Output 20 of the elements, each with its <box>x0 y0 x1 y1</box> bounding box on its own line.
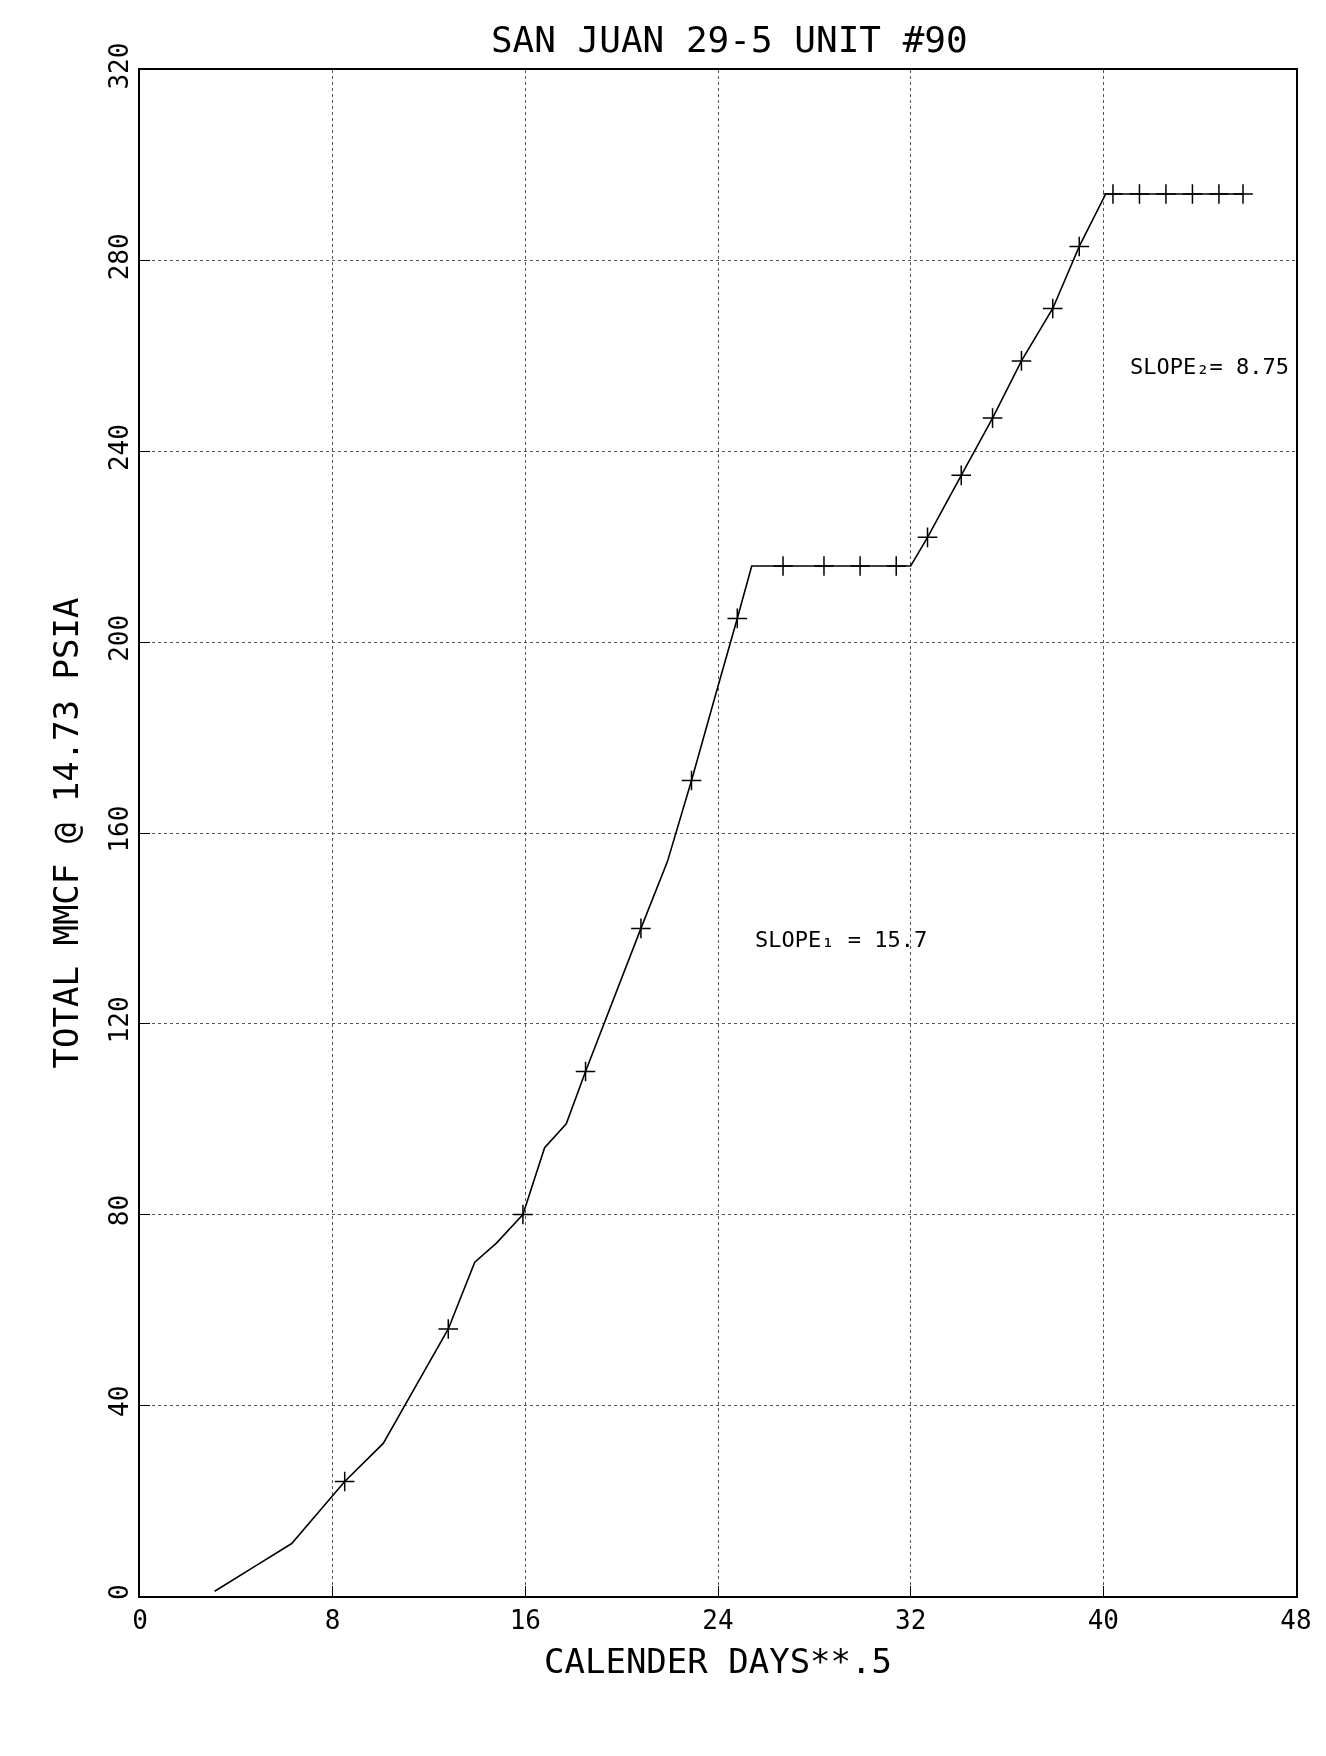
y-tick-label: 320 <box>103 42 134 90</box>
x-tick-label: 24 <box>702 1605 734 1636</box>
y-tick-label: 40 <box>103 1385 134 1418</box>
y-tick-label: 160 <box>103 805 134 853</box>
chart-title: SAN JUAN 29-5 UNIT #90 <box>490 18 968 60</box>
y-tick-label: 200 <box>103 614 134 662</box>
y-axis-title: TOTAL MMCF @ 14.73 PSIA <box>45 597 86 1069</box>
x-tick-label: 32 <box>895 1605 927 1636</box>
x-tick-label: 16 <box>509 1605 541 1636</box>
x-tick-label: 48 <box>1280 1605 1312 1636</box>
x-axis-title: CALENDER DAYS**.5 <box>544 1641 892 1681</box>
y-tick-label: 0 <box>103 1584 134 1600</box>
x-tick-label: 40 <box>1087 1605 1119 1636</box>
y-tick-label: 280 <box>103 233 134 281</box>
y-tick-label: 120 <box>103 996 134 1044</box>
y-tick-label: 240 <box>103 424 134 472</box>
annotation: SLOPE₁ = 15.7 <box>755 927 928 952</box>
annotation: SLOPE₂= 8.75 <box>1130 354 1289 379</box>
y-tick-label: 80 <box>103 1194 134 1227</box>
x-tick-label: 8 <box>324 1605 341 1636</box>
